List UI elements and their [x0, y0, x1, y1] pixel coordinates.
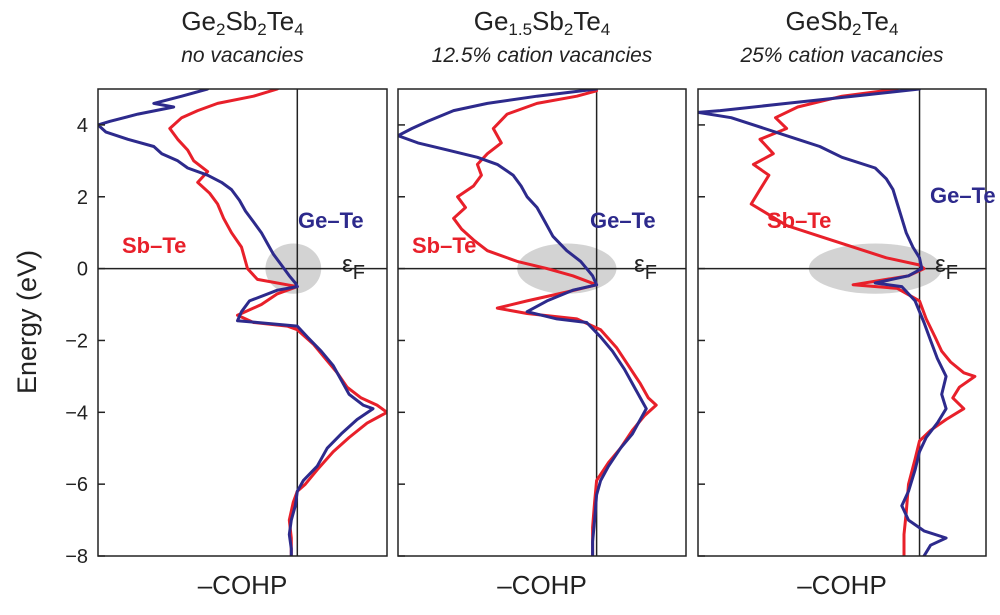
panel-subtitle: 25% cation vacancies: [739, 44, 944, 67]
series-sb-te-line: [749, 89, 977, 556]
series-ge-te-line: [698, 89, 948, 556]
y-tick-label: 4: [77, 115, 88, 137]
panel-title: GeSb2Te4: [786, 6, 899, 39]
y-tick-label: −8: [65, 546, 88, 568]
panel-subtitle: no vacancies: [181, 44, 304, 67]
y-axis-label: Energy (eV): [12, 250, 42, 394]
y-tick-label: 2: [77, 187, 88, 209]
fermi-level-label: εF: [935, 251, 958, 284]
x-axis-label: –COHP: [497, 570, 587, 600]
series-label-ge-te: Ge–Te: [590, 208, 656, 233]
panel-12-5-percent-vacancies: Ge1.5Sb2Te4 12.5% cation vacancies Ge–Te Sb…: [397, 6, 687, 600]
fermi-level-label: εF: [634, 251, 657, 284]
series-ge-te-line: [398, 89, 648, 556]
panel-title: Ge1.5Sb2Te4: [474, 6, 611, 39]
series-sb-te-line: [168, 89, 387, 556]
panel-25-percent-vacancies: GeSb2Te4 25% cation vacancies Ge–Te Sb–Te εF…: [697, 6, 996, 600]
panel-title: Ge2Sb2Te4: [181, 6, 303, 39]
panel-no-vacancies: Ge2Sb2Te4 no vacancies 4 2 0 −2 −4 −6 −8 Ge–Te Sb–…: [65, 6, 388, 600]
y-tick-label: −4: [65, 402, 88, 424]
y-tick-label: −2: [65, 330, 88, 352]
series-ge-te-line: [98, 89, 375, 556]
series-label-sb-te: Sb–Te: [122, 233, 186, 258]
x-axis-label: –COHP: [797, 570, 887, 600]
x-axis-label: –COHP: [198, 570, 288, 600]
fermi-level-label: εF: [342, 251, 365, 284]
series-label-ge-te: Ge–Te: [298, 208, 364, 233]
plot-frame: [97, 88, 388, 557]
y-tick-label: 0: [77, 259, 88, 281]
panel-subtitle: 12.5% cation vacancies: [432, 44, 653, 67]
series-label-ge-te: Ge–Te: [930, 183, 996, 208]
series-label-sb-te: Sb–Te: [412, 233, 476, 258]
y-tick-label: −6: [65, 474, 88, 496]
plot-frame: [697, 88, 987, 557]
series-label-sb-te: Sb–Te: [767, 208, 831, 233]
plot-frame: [397, 88, 687, 557]
